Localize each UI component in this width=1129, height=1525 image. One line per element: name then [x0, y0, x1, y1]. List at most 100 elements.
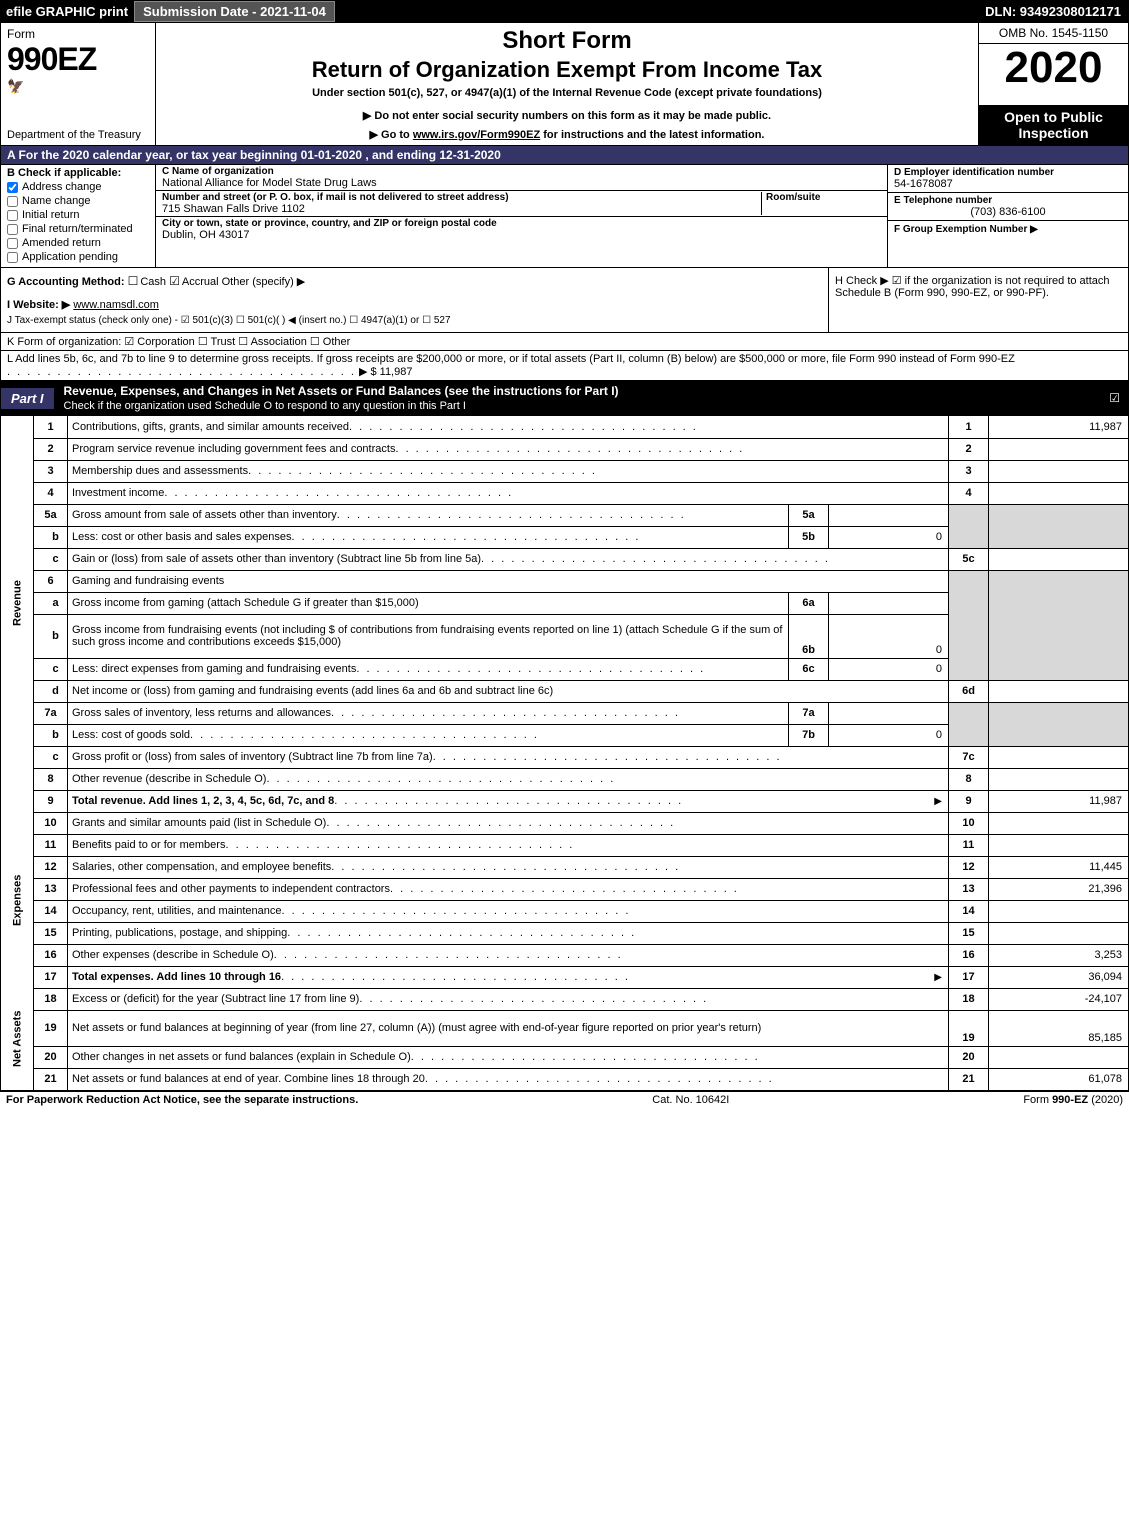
- l15-desc: Printing, publications, postage, and shi…: [68, 922, 949, 944]
- chk-amended-return: Amended return: [7, 237, 149, 249]
- l19-rnum: 19: [949, 1010, 989, 1046]
- c-city-row: City or town, state or province, country…: [156, 217, 887, 242]
- d-row: D Employer identification number 54-1678…: [888, 165, 1128, 193]
- l5a-desc: Gross amount from sale of assets other t…: [68, 504, 789, 526]
- l13-rnum: 13: [949, 878, 989, 900]
- efile-label: efile GRAPHIC print: [0, 4, 134, 19]
- lbl-amended-return: Amended return: [22, 237, 101, 249]
- l8-num: 8: [34, 768, 68, 790]
- l6c-sv: 0: [829, 658, 949, 680]
- l17-desc: Total expenses. Add lines 10 through 16: [68, 966, 949, 988]
- form-number: 990EZ: [7, 41, 149, 78]
- l11-rnum: 11: [949, 834, 989, 856]
- lbl-initial-return: Initial return: [22, 209, 79, 221]
- c-city-val: Dublin, OH 43017: [162, 229, 881, 241]
- part1-title-text: Revenue, Expenses, and Changes in Net As…: [64, 384, 619, 398]
- l11-desc: Benefits paid to or for members: [68, 834, 949, 856]
- f-group-lbl: F Group Exemption Number ▶: [894, 224, 1038, 235]
- ssn-notice: ▶ Do not enter social security numbers o…: [162, 109, 972, 122]
- c-name-lbl: C Name of organization: [162, 166, 881, 177]
- lbl-address-change: Address change: [22, 181, 102, 193]
- l3-num: 3: [34, 460, 68, 482]
- c-street-col: Number and street (or P. O. box, if mail…: [162, 192, 761, 215]
- l7c-desc: Gross profit or (loss) from sales of inv…: [68, 746, 949, 768]
- l17-rnum: 17: [949, 966, 989, 988]
- l16-num: 16: [34, 944, 68, 966]
- l6a-num: a: [34, 592, 68, 614]
- row-l-val: 11,987: [380, 366, 413, 378]
- part1-title: Revenue, Expenses, and Changes in Net As…: [54, 381, 1110, 415]
- checkbox-amended-return[interactable]: [7, 238, 18, 249]
- l2-desc: Program service revenue including govern…: [68, 438, 949, 460]
- row-l: L Add lines 5b, 6c, and 7b to line 9 to …: [0, 351, 1129, 381]
- l14-num: 14: [34, 900, 68, 922]
- l10-rnum: 10: [949, 812, 989, 834]
- row-gh: G Accounting Method: Cash Accrual Other …: [0, 268, 1129, 333]
- irs-link[interactable]: www.irs.gov/Form990EZ: [413, 129, 540, 141]
- g-other: Other (specify) ▶: [222, 276, 306, 288]
- l5a-sn: 5a: [789, 504, 829, 526]
- l2-rnum: 2: [949, 438, 989, 460]
- l9-desc: Total revenue. Add lines 1, 2, 3, 4, 5c,…: [68, 790, 949, 812]
- form-title: Return of Organization Exempt From Incom…: [162, 57, 972, 83]
- checkbox-name-change[interactable]: [7, 196, 18, 207]
- chk-name-change: Name change: [7, 195, 149, 207]
- l10-rval: [989, 812, 1129, 834]
- l18-num: 18: [34, 988, 68, 1010]
- row-l-text: L Add lines 5b, 6c, and 7b to line 9 to …: [7, 353, 1015, 365]
- col-g: G Accounting Method: Cash Accrual Other …: [1, 268, 828, 332]
- l9-rnum: 9: [949, 790, 989, 812]
- part1-check-text: Check if the organization used Schedule …: [64, 400, 466, 412]
- l5c-rval: [989, 548, 1129, 570]
- l12-rval: 11,445: [989, 856, 1129, 878]
- form-header: Form 990EZ 🦅 Department of the Treasury …: [0, 22, 1129, 146]
- under-section-label: Under section 501(c), 527, or 4947(a)(1)…: [162, 87, 972, 99]
- c-room-lbl: Room/suite: [766, 192, 881, 203]
- part1-header: Part I Revenue, Expenses, and Changes in…: [0, 381, 1129, 416]
- l6-num: 6: [34, 570, 68, 592]
- l6a-sn: 6a: [789, 592, 829, 614]
- l7b-num: b: [34, 724, 68, 746]
- l6-shade-val: [989, 570, 1129, 680]
- block-bcdef: B Check if applicable: Address change Na…: [0, 165, 1129, 268]
- row-i: I Website: ▶ www.namsdl.com: [7, 298, 822, 311]
- lbl-final-return: Final return/terminated: [22, 223, 133, 235]
- l7c-rval: [989, 746, 1129, 768]
- l7a-num: 7a: [34, 702, 68, 724]
- checkbox-initial-return[interactable]: [7, 210, 18, 221]
- l5c-rnum: 5c: [949, 548, 989, 570]
- l21-num: 21: [34, 1068, 68, 1090]
- tax-year: 2020: [979, 44, 1128, 92]
- g-accounting: G Accounting Method: Cash Accrual Other …: [7, 274, 822, 288]
- l15-num: 15: [34, 922, 68, 944]
- l8-desc: Other revenue (describe in Schedule O): [68, 768, 949, 790]
- l4-rnum: 4: [949, 482, 989, 504]
- d-ein-val: 54-1678087: [894, 178, 1122, 190]
- footer-paperwork: For Paperwork Reduction Act Notice, see …: [6, 1094, 358, 1106]
- l6-shade: [949, 570, 989, 680]
- footer-cat: Cat. No. 10642I: [652, 1094, 729, 1106]
- l3-rnum: 3: [949, 460, 989, 482]
- goto-notice: ▶ Go to www.irs.gov/Form990EZ for instru…: [162, 128, 972, 141]
- l4-rval: [989, 482, 1129, 504]
- l5c-num: c: [34, 548, 68, 570]
- checkbox-address-change[interactable]: [7, 182, 18, 193]
- sidebar-revenue-end: [1, 790, 34, 812]
- checkbox-application-pending[interactable]: [7, 252, 18, 263]
- lbl-name-change: Name change: [22, 195, 91, 207]
- l6c-desc: Less: direct expenses from gaming and fu…: [68, 658, 789, 680]
- header-right: OMB No. 1545-1150 2020 Open to Public In…: [978, 23, 1128, 145]
- l5ab-shade: [949, 504, 989, 548]
- l8-rnum: 8: [949, 768, 989, 790]
- l5c-desc: Gain or (loss) from sale of assets other…: [68, 548, 949, 570]
- l4-num: 4: [34, 482, 68, 504]
- l19-desc: Net assets or fund balances at beginning…: [68, 1010, 949, 1046]
- website-link[interactable]: www.namsdl.com: [73, 299, 159, 311]
- l6-desc: Gaming and fundraising events: [68, 570, 949, 592]
- l5ab-shade-val: [989, 504, 1129, 548]
- checkbox-final-return[interactable]: [7, 224, 18, 235]
- l3-desc: Membership dues and assessments: [68, 460, 949, 482]
- l17-arrow-icon: [934, 971, 944, 983]
- l6a-desc: Gross income from gaming (attach Schedul…: [68, 592, 789, 614]
- l1-rnum: 1: [949, 416, 989, 438]
